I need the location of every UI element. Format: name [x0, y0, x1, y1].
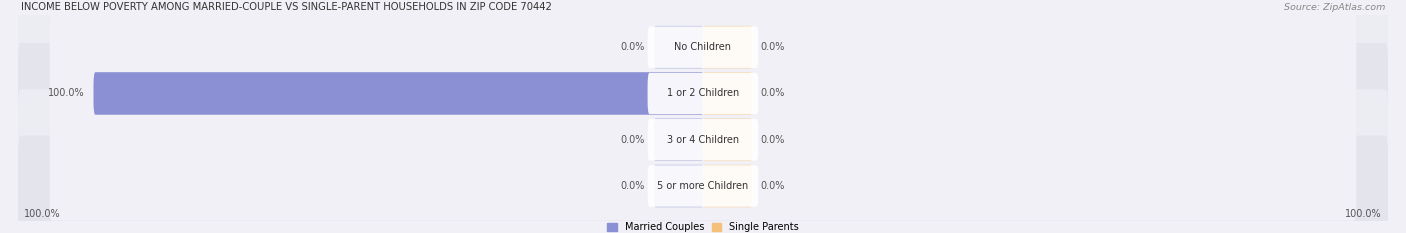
FancyBboxPatch shape	[648, 165, 758, 207]
Legend: Married Couples, Single Parents: Married Couples, Single Parents	[607, 222, 799, 232]
Text: 100.0%: 100.0%	[48, 89, 84, 99]
FancyBboxPatch shape	[49, 105, 1357, 174]
Text: 3 or 4 Children: 3 or 4 Children	[666, 135, 740, 145]
FancyBboxPatch shape	[703, 72, 752, 115]
Text: INCOME BELOW POVERTY AMONG MARRIED-COUPLE VS SINGLE-PARENT HOUSEHOLDS IN ZIP COD: INCOME BELOW POVERTY AMONG MARRIED-COUPL…	[21, 3, 553, 13]
FancyBboxPatch shape	[648, 73, 758, 114]
Text: 0.0%: 0.0%	[621, 181, 645, 191]
FancyBboxPatch shape	[18, 89, 1388, 190]
FancyBboxPatch shape	[703, 26, 752, 69]
FancyBboxPatch shape	[94, 72, 703, 115]
FancyBboxPatch shape	[648, 119, 758, 161]
FancyBboxPatch shape	[654, 118, 703, 161]
Text: 0.0%: 0.0%	[761, 42, 785, 52]
FancyBboxPatch shape	[703, 165, 752, 207]
FancyBboxPatch shape	[49, 13, 1357, 82]
FancyBboxPatch shape	[703, 118, 752, 161]
Text: 0.0%: 0.0%	[621, 135, 645, 145]
FancyBboxPatch shape	[654, 26, 703, 69]
Text: 100.0%: 100.0%	[24, 209, 60, 219]
FancyBboxPatch shape	[49, 59, 1357, 128]
Text: 5 or more Children: 5 or more Children	[658, 181, 748, 191]
Text: 100.0%: 100.0%	[1346, 209, 1382, 219]
FancyBboxPatch shape	[654, 165, 703, 207]
Text: 0.0%: 0.0%	[761, 89, 785, 99]
Text: Source: ZipAtlas.com: Source: ZipAtlas.com	[1284, 3, 1385, 13]
Text: 1 or 2 Children: 1 or 2 Children	[666, 89, 740, 99]
Text: 0.0%: 0.0%	[621, 42, 645, 52]
FancyBboxPatch shape	[18, 136, 1388, 233]
FancyBboxPatch shape	[49, 151, 1357, 221]
FancyBboxPatch shape	[18, 43, 1388, 144]
Text: No Children: No Children	[675, 42, 731, 52]
FancyBboxPatch shape	[18, 0, 1388, 98]
Text: 0.0%: 0.0%	[761, 181, 785, 191]
Text: 0.0%: 0.0%	[761, 135, 785, 145]
FancyBboxPatch shape	[648, 27, 758, 68]
